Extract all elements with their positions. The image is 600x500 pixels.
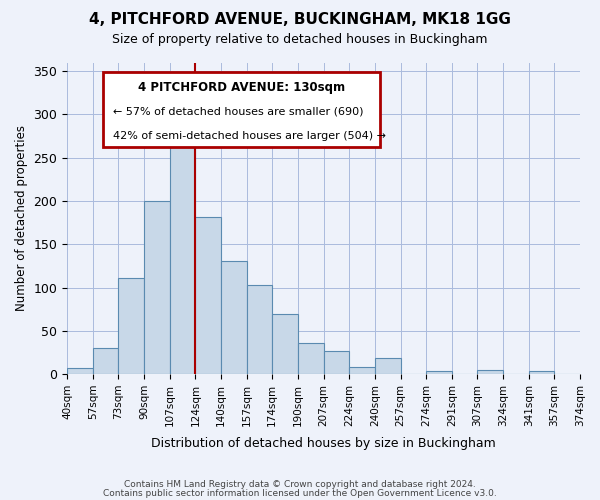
Bar [349,367,375,374]
Bar [196,218,221,374]
Bar [170,120,196,374]
Bar [93,348,118,374]
Bar [272,314,298,374]
Bar [478,370,503,374]
Text: Contains public sector information licensed under the Open Government Licence v3: Contains public sector information licen… [103,489,497,498]
X-axis label: Distribution of detached houses by size in Buckingham: Distribution of detached houses by size … [151,437,496,450]
Bar [247,285,272,374]
Bar [67,368,93,374]
Text: Contains HM Land Registry data © Crown copyright and database right 2024.: Contains HM Land Registry data © Crown c… [124,480,476,489]
Y-axis label: Number of detached properties: Number of detached properties [15,126,28,312]
Bar [298,343,323,374]
Text: ← 57% of detached houses are smaller (690): ← 57% of detached houses are smaller (69… [113,106,364,116]
Bar [118,278,144,374]
Text: Size of property relative to detached houses in Buckingham: Size of property relative to detached ho… [112,32,488,46]
Text: 4 PITCHFORD AVENUE: 130sqm: 4 PITCHFORD AVENUE: 130sqm [138,81,345,94]
Bar [375,358,401,374]
Text: 4, PITCHFORD AVENUE, BUCKINGHAM, MK18 1GG: 4, PITCHFORD AVENUE, BUCKINGHAM, MK18 1G… [89,12,511,28]
Bar [529,372,554,374]
Text: 42% of semi-detached houses are larger (504) →: 42% of semi-detached houses are larger (… [113,131,386,141]
Bar [426,372,452,374]
Bar [323,350,349,374]
FancyBboxPatch shape [103,72,380,146]
Bar [221,260,247,374]
Bar [144,201,170,374]
